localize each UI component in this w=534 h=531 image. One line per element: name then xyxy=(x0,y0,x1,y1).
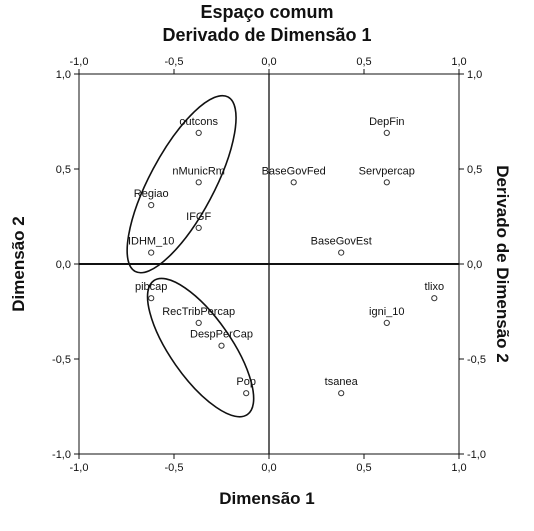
data-point-label: Pop xyxy=(236,376,256,388)
data-point-marker xyxy=(195,179,202,186)
y-right-tick-label: -0,5 xyxy=(467,354,486,366)
x-bottom-tick-label: -0,5 xyxy=(165,462,184,474)
x-top-tick-label: -1,0 xyxy=(70,56,89,68)
y-left-tick-label: 0,0 xyxy=(56,259,71,271)
x-bottom-tick-label: 0,0 xyxy=(261,462,276,474)
chart-title: Espaço comum xyxy=(200,2,333,22)
y-left-tick-label: -1,0 xyxy=(52,449,71,461)
data-point-marker xyxy=(383,179,390,186)
data-point-marker xyxy=(383,129,390,136)
data-point-label: DespPerCap xyxy=(190,329,253,341)
x-axis-title: Dimensão 1 xyxy=(219,489,314,508)
y-right-tick-label: 0,0 xyxy=(467,259,482,271)
data-point-marker xyxy=(148,295,155,302)
data-point-marker xyxy=(383,319,390,326)
x-top-tick-label: 1,0 xyxy=(451,56,466,68)
data-point-marker xyxy=(195,224,202,231)
data-point-label: tsanea xyxy=(325,376,359,388)
x-top-tick-label: 0,0 xyxy=(261,56,276,68)
data-point-marker xyxy=(195,129,202,136)
y-right-tick-label: 1,0 xyxy=(467,69,482,81)
data-point-label: pibcap xyxy=(135,281,167,293)
cluster-ellipses xyxy=(126,94,255,418)
x-bottom-tick-label: 1,0 xyxy=(451,462,466,474)
cluster-ellipse xyxy=(146,277,255,418)
y-right-tick-label: 0,5 xyxy=(467,164,482,176)
data-point-label: nMunicRm xyxy=(172,165,225,177)
data-point-label: IFGF xyxy=(186,211,211,223)
data-point-label: RecTribPercap xyxy=(162,306,235,318)
data-points: outcons DepFin nMunicRm BaseGovFed Servperca… xyxy=(128,116,445,397)
data-point-label: outcons xyxy=(179,116,218,128)
data-point-label: BaseGovFed xyxy=(262,165,326,177)
x-top-tick-label: 0,5 xyxy=(356,56,371,68)
data-point-label: IDHM_10 xyxy=(128,236,174,248)
data-point-marker xyxy=(195,319,202,326)
data-point-marker xyxy=(338,390,345,397)
chart-subtitle: Derivado de Dimensão 1 xyxy=(162,25,371,45)
data-point-marker xyxy=(431,295,438,302)
ticks-layer: -1,0-1,0-0,5-0,50,00,00,50,51,01,01,0 1,0… xyxy=(52,56,486,474)
data-point-marker xyxy=(290,179,297,186)
right-y-axis-title: Derivado de Dimensão 2 xyxy=(493,165,512,362)
x-bottom-tick-label: -1,0 xyxy=(70,462,89,474)
x-top-tick-label: -0,5 xyxy=(165,56,184,68)
data-point-label: tlixo xyxy=(425,281,445,293)
data-point-label: DepFin xyxy=(369,116,404,128)
y-right-tick-label: -1,0 xyxy=(467,449,486,461)
data-point-marker xyxy=(148,249,155,256)
data-point-marker xyxy=(148,202,155,209)
y-left-tick-label: 1,0 xyxy=(56,69,71,81)
cluster-ellipse xyxy=(126,94,237,274)
data-point-label: Servpercap xyxy=(359,165,415,177)
y-left-tick-label: -0,5 xyxy=(52,354,71,366)
y-axis-title: Dimensão 2 xyxy=(9,216,28,311)
data-point-label: Regiao xyxy=(134,188,169,200)
y-left-tick-label: 0,5 xyxy=(56,164,71,176)
data-point-marker xyxy=(243,390,250,397)
data-point-label: BaseGovEst xyxy=(311,236,372,248)
data-point-marker xyxy=(338,249,345,256)
data-point-marker xyxy=(218,342,225,349)
x-bottom-tick-label: 0,5 xyxy=(356,462,371,474)
data-point-label: igni_10 xyxy=(369,306,404,318)
